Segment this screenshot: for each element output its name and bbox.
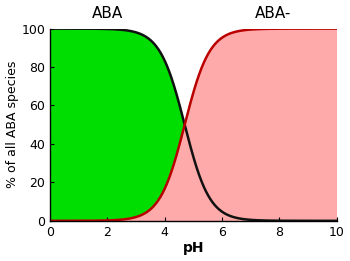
Text: ABA: ABA <box>92 6 123 21</box>
Y-axis label: % of all ABA species: % of all ABA species <box>6 61 19 188</box>
Text: ABA-: ABA- <box>255 6 292 21</box>
X-axis label: pH: pH <box>183 241 204 256</box>
